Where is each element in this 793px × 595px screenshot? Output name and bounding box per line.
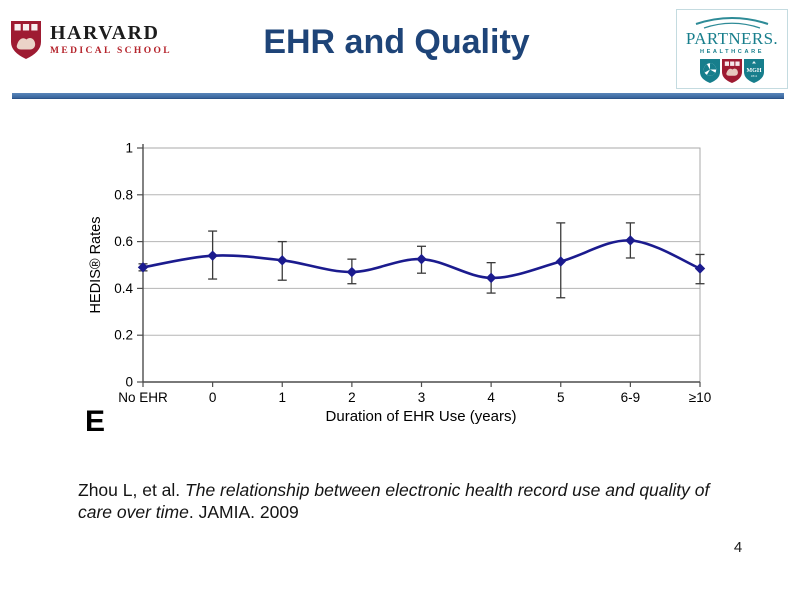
data-point-marker [416, 253, 427, 265]
y-axis-title: HEDIS® Rates [88, 217, 104, 314]
data-point-marker [485, 272, 497, 284]
citation-journal: . JAMIA. 2009 [188, 502, 299, 523]
harvard-shield-icon [11, 21, 41, 59]
data-point-marker [625, 235, 636, 246]
header-divider [12, 93, 784, 99]
x-tick-label: 6-9 [621, 390, 641, 405]
data-point-marker [694, 263, 706, 274]
mgh-year: 1811 [751, 74, 758, 78]
data-point-marker [277, 255, 288, 266]
citation-authors: Zhou L, et al. [78, 480, 186, 500]
x-tick-label: 5 [557, 390, 565, 405]
y-tick-label: 1 [125, 141, 133, 156]
x-tick-label: No EHR [118, 390, 168, 405]
partners-arc-icon [695, 17, 769, 25]
mgh-label: MGH [747, 68, 762, 74]
harvard-medical-school-logo: HARVARD MEDICAL SCHOOL [10, 20, 172, 60]
partners-harvard-shield-icon [722, 59, 742, 83]
data-point-marker [555, 256, 566, 267]
panel-label: E [85, 405, 105, 438]
citation: Zhou L, et al. The relationship between … [78, 479, 723, 523]
partners-mgh-shield-icon: MGH 1811 [744, 59, 764, 83]
harvard-logo-name: HARVARD [50, 22, 160, 44]
y-tick-label: 0.4 [114, 281, 133, 296]
data-point-marker [207, 250, 218, 261]
harvard-logo-text: HARVARD MEDICAL SCHOOL [50, 20, 173, 57]
x-tick-label: 1 [278, 390, 286, 405]
partners-healthcare-logo: PARTNERS. HealthCare MGH 1811 [676, 9, 788, 89]
slide-title: EHR and Quality [263, 23, 530, 61]
citation-article-title: The relationship between electronic heal… [78, 480, 710, 523]
y-tick-label: 0 [125, 375, 133, 390]
partners-subtitle: HealthCare [700, 49, 764, 55]
x-tick-label: 0 [209, 390, 217, 405]
partners-wordmark: PARTNERS. [686, 29, 778, 48]
x-tick-label: ≥10 [689, 390, 711, 405]
partners-swirl-shield-icon [700, 59, 720, 83]
data-point-marker [346, 266, 358, 278]
x-axis-title: Duration of EHR Use (years) [326, 408, 517, 425]
page-number: 4 [733, 539, 743, 556]
x-tick-label: 3 [418, 390, 426, 405]
y-tick-label: 0.8 [114, 187, 133, 202]
partners-arc-icon [703, 22, 761, 29]
x-tick-label: 2 [348, 390, 356, 405]
y-tick-label: 0.2 [114, 328, 133, 343]
x-tick-label: 4 [487, 390, 495, 405]
harvard-logo-subtitle: MEDICAL SCHOOL [50, 46, 173, 56]
y-tick-label: 0.6 [114, 234, 133, 249]
